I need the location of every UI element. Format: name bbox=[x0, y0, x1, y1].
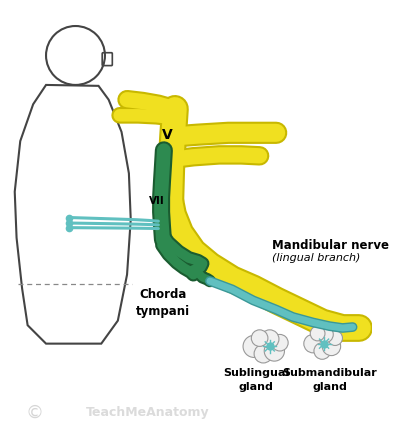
Text: Submandibular
gland: Submandibular gland bbox=[282, 368, 377, 392]
Circle shape bbox=[322, 337, 341, 356]
Circle shape bbox=[264, 341, 284, 361]
Circle shape bbox=[328, 331, 343, 345]
Text: VII: VII bbox=[149, 196, 164, 206]
Text: Mandibular nerve: Mandibular nerve bbox=[271, 238, 389, 252]
Text: Sublingual
gland: Sublingual gland bbox=[223, 368, 289, 392]
Circle shape bbox=[304, 334, 322, 353]
Circle shape bbox=[314, 343, 330, 359]
Circle shape bbox=[271, 334, 288, 351]
Text: ©: © bbox=[26, 403, 44, 422]
Text: Chorda
tympani: Chorda tympani bbox=[136, 288, 190, 319]
Circle shape bbox=[254, 345, 273, 363]
Circle shape bbox=[317, 326, 333, 343]
Circle shape bbox=[243, 335, 265, 357]
Text: TeachMeAnatomy: TeachMeAnatomy bbox=[86, 406, 209, 419]
Text: (lingual branch): (lingual branch) bbox=[271, 253, 360, 263]
Text: V: V bbox=[162, 128, 173, 142]
Circle shape bbox=[261, 330, 279, 348]
Circle shape bbox=[310, 326, 325, 341]
Circle shape bbox=[251, 330, 268, 346]
